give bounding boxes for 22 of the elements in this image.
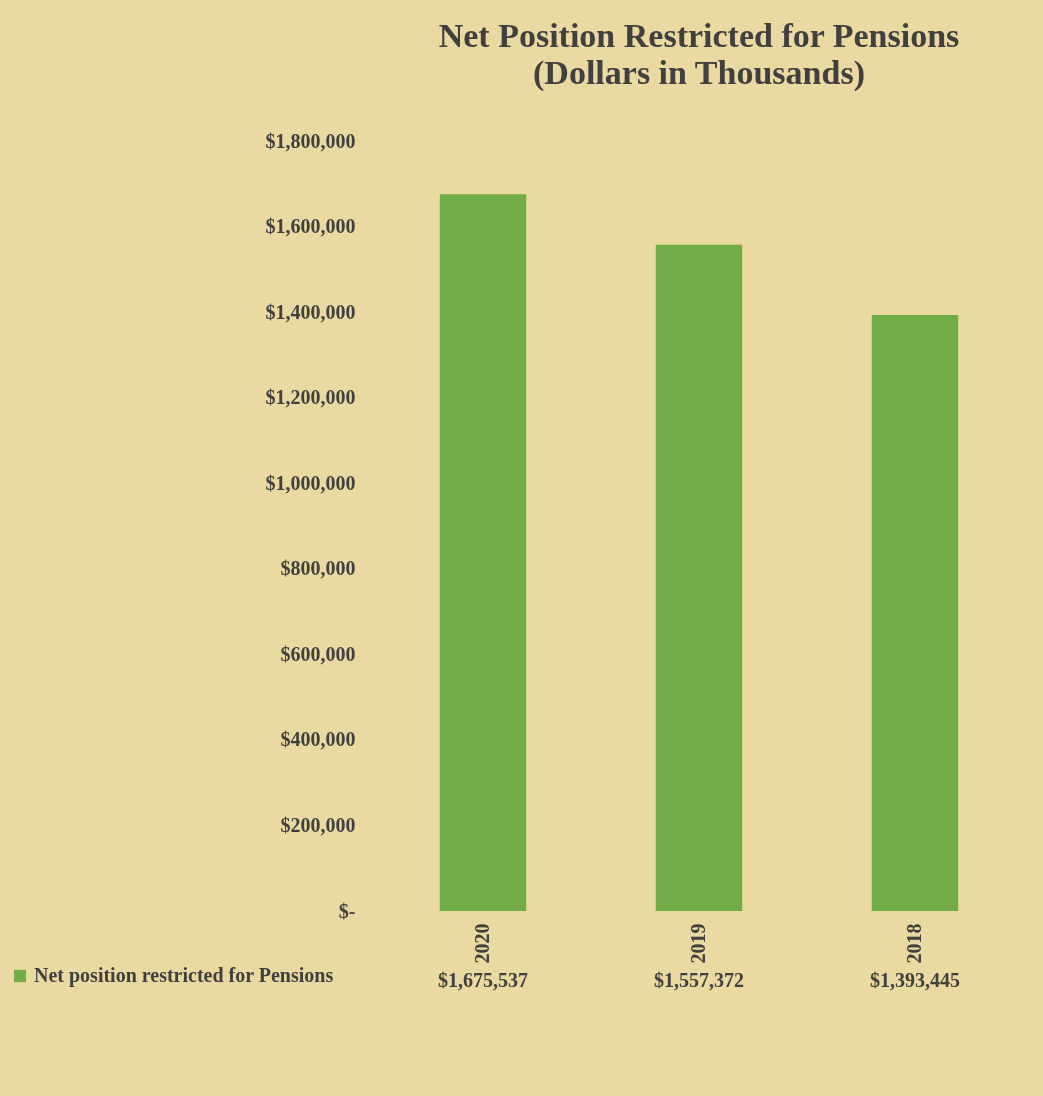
bar — [871, 314, 959, 911]
x-tick-label: 2018 — [903, 923, 925, 964]
y-tick-label: $400,000 — [280, 728, 356, 751]
legend-label: Net position restricted for Pensions — [34, 964, 334, 987]
bar — [439, 194, 527, 911]
y-tick-label: $1,800,000 — [265, 129, 356, 152]
x-tick-label: 2019 — [687, 923, 709, 964]
y-tick-label: $200,000 — [280, 813, 356, 836]
y-tick-label: $1,600,000 — [265, 215, 356, 238]
bar — [655, 244, 743, 911]
y-tick-label: $800,000 — [280, 557, 356, 580]
x-tick-label: 2020 — [471, 923, 493, 964]
y-tick-label: $- — [338, 899, 356, 922]
chart-subtitle: (Dollars in Thousands) — [533, 54, 865, 92]
y-tick-label: $1,400,000 — [265, 300, 356, 323]
y-tick-label: $1,200,000 — [265, 386, 356, 409]
data-label: $1,675,537 — [438, 969, 528, 991]
y-tick-label: $600,000 — [280, 642, 356, 665]
chart-title: Net Position Restricted for Pensions — [438, 17, 960, 54]
data-label: $1,393,445 — [870, 969, 960, 991]
data-label: $1,557,372 — [654, 969, 744, 991]
y-tick-label: $1,000,000 — [265, 471, 356, 494]
